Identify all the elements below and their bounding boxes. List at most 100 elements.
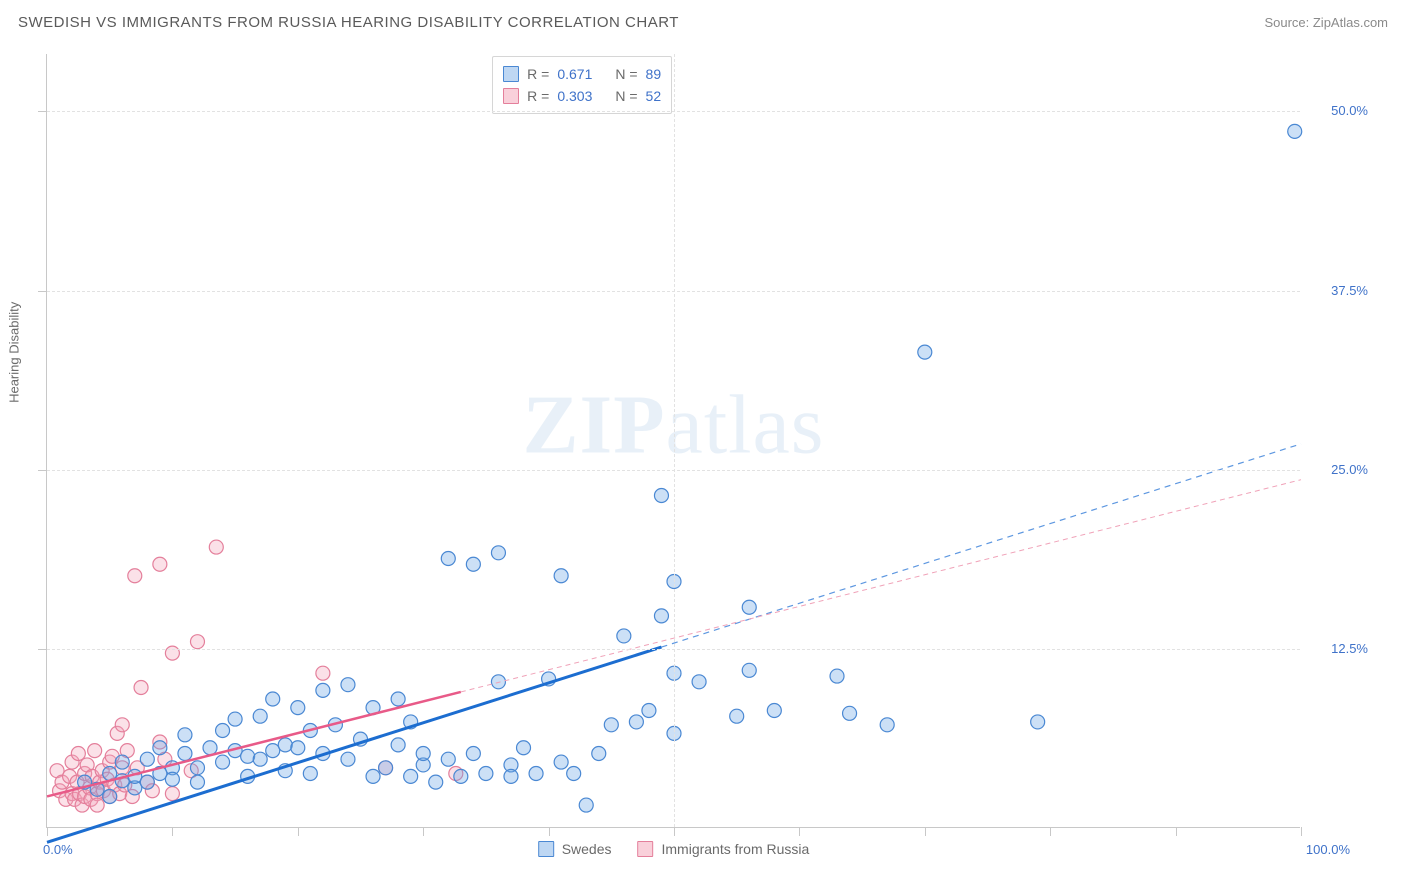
data-point [391, 738, 405, 752]
data-point [491, 546, 505, 560]
data-point [71, 746, 85, 760]
legend-label-russia: Immigrants from Russia [662, 841, 810, 857]
data-point [1031, 715, 1045, 729]
data-point [291, 701, 305, 715]
data-point [504, 769, 518, 783]
data-point [241, 749, 255, 763]
corr-n-label: N = [615, 85, 637, 107]
data-point [579, 798, 593, 812]
data-point [115, 755, 129, 769]
data-point [491, 675, 505, 689]
data-point [216, 755, 230, 769]
data-point [153, 557, 167, 571]
data-point [1288, 124, 1302, 138]
data-point [918, 345, 932, 359]
data-point [341, 752, 355, 766]
corr-swatch [503, 66, 519, 82]
series-legend: Swedes Immigrants from Russia [538, 841, 810, 857]
legend-item-swedes: Swedes [538, 841, 612, 857]
data-point [466, 746, 480, 760]
corr-n-value: 52 [646, 85, 662, 107]
data-point [366, 769, 380, 783]
corr-r-label: R = [527, 85, 549, 107]
data-point [629, 715, 643, 729]
data-point [178, 746, 192, 760]
y-tick-label: 50.0% [1331, 103, 1368, 118]
data-point [454, 769, 468, 783]
corr-n-value: 89 [646, 63, 662, 85]
data-point [209, 540, 223, 554]
x-tick-label: 0.0% [43, 842, 73, 857]
data-point [90, 798, 104, 812]
data-point [253, 752, 267, 766]
trend-line [661, 444, 1301, 647]
data-point [617, 629, 631, 643]
legend-item-russia: Immigrants from Russia [638, 841, 810, 857]
data-point [153, 741, 167, 755]
data-point [441, 552, 455, 566]
x-tick-label: 100.0% [1306, 842, 1350, 857]
data-point [466, 557, 480, 571]
data-point [730, 709, 744, 723]
data-point [128, 569, 142, 583]
data-point [592, 746, 606, 760]
legend-swatch-pink [638, 841, 654, 857]
data-point [742, 600, 756, 614]
data-point [178, 728, 192, 742]
data-point [316, 683, 330, 697]
data-point [88, 744, 102, 758]
data-point [554, 569, 568, 583]
data-point [341, 678, 355, 692]
data-point [416, 746, 430, 760]
y-tick-label: 25.0% [1331, 462, 1368, 477]
data-point [529, 767, 543, 781]
data-point [103, 789, 117, 803]
trend-line [461, 480, 1301, 692]
data-point [115, 718, 129, 732]
data-point [316, 666, 330, 680]
data-point [165, 787, 179, 801]
data-point [391, 692, 405, 706]
data-point [880, 718, 894, 732]
legend-swatch-blue [538, 841, 554, 857]
data-point [554, 755, 568, 769]
trend-line [47, 647, 661, 842]
data-point [567, 767, 581, 781]
data-point [767, 703, 781, 717]
data-point [140, 775, 154, 789]
corr-swatch [503, 88, 519, 104]
data-point [604, 718, 618, 732]
correlation-legend: R = 0.671 N = 89 R = 0.303 N = 52 [492, 56, 672, 114]
corr-n-label: N = [615, 63, 637, 85]
data-point [303, 767, 317, 781]
y-tick-label: 37.5% [1331, 283, 1368, 298]
data-point [134, 681, 148, 695]
data-point [654, 488, 668, 502]
data-point [479, 767, 493, 781]
data-point [654, 609, 668, 623]
data-point [742, 663, 756, 677]
data-point [517, 741, 531, 755]
chart-source: Source: ZipAtlas.com [1264, 15, 1388, 30]
data-point [830, 669, 844, 683]
data-point [843, 706, 857, 720]
data-point [404, 769, 418, 783]
corr-legend-row: R = 0.671 N = 89 [503, 63, 661, 85]
data-point [190, 761, 204, 775]
data-point [140, 752, 154, 766]
data-point [291, 741, 305, 755]
y-axis-label: Hearing Disability [7, 302, 22, 403]
data-point [190, 635, 204, 649]
chart-title: SWEDISH VS IMMIGRANTS FROM RUSSIA HEARIN… [18, 14, 679, 31]
data-point [692, 675, 706, 689]
data-point [379, 761, 393, 775]
data-point [642, 703, 656, 717]
corr-r-label: R = [527, 63, 549, 85]
data-point [441, 752, 455, 766]
data-point [216, 724, 230, 738]
y-tick-label: 12.5% [1331, 641, 1368, 656]
data-point [429, 775, 443, 789]
corr-r-value: 0.671 [557, 63, 607, 85]
legend-label-swedes: Swedes [562, 841, 612, 857]
corr-r-value: 0.303 [557, 85, 607, 107]
